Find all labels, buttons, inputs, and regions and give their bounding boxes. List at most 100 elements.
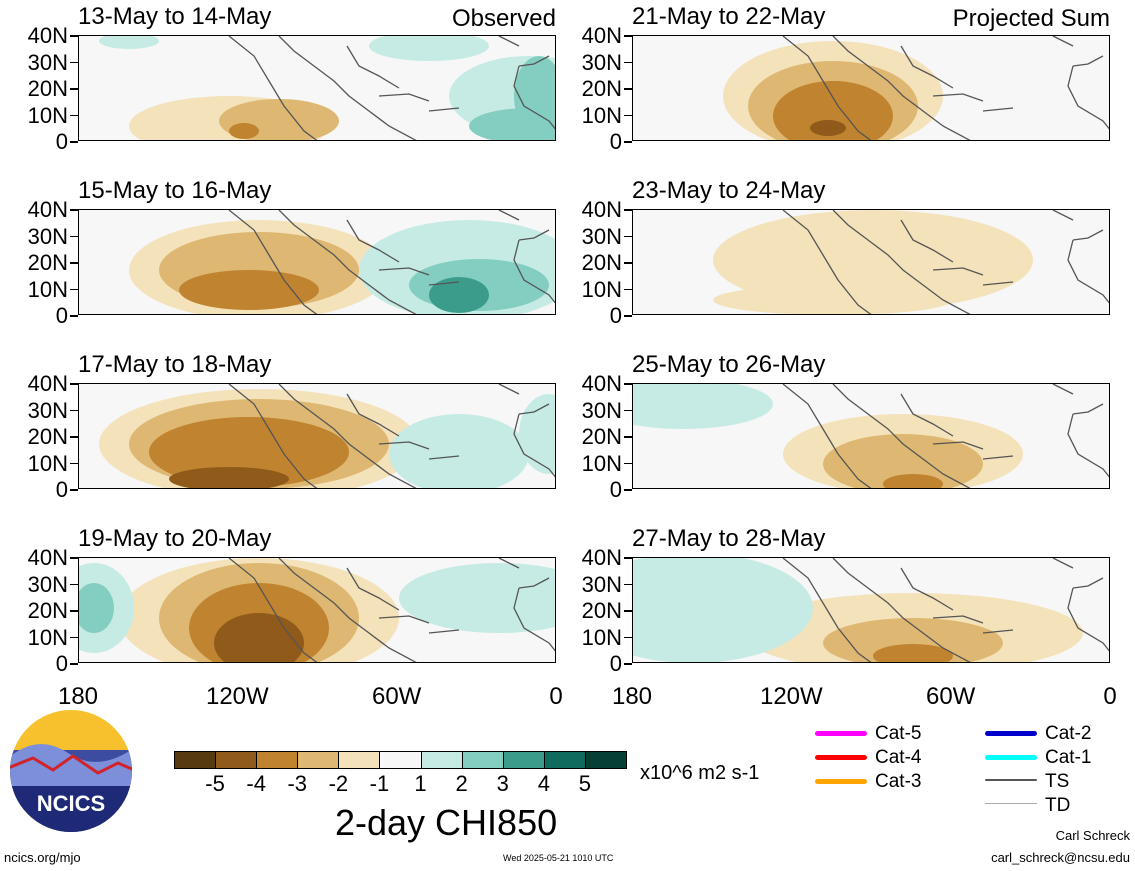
map-panel [78,557,556,663]
colorbar-units: x10^6 m2 s-1 [640,762,760,784]
y-tick [70,383,78,385]
y-tick [624,462,632,464]
y-tick-label: 10N [27,276,68,302]
y-tick-label: 0 [55,651,68,676]
y-tick [624,141,632,143]
map-panel [632,557,1110,663]
legend-line-ts [985,779,1037,781]
anomaly-contour [229,123,259,139]
y-tick-label: 10N [27,624,68,650]
y-tick-label: 0 [609,129,622,154]
panel-title: 13-May to 14-May [78,3,272,30]
legend-label: Cat-4 [875,747,922,768]
anomaly-shading [79,558,555,662]
y-tick-label: 10N [581,276,622,302]
coastline [228,36,555,140]
y-tick-label: 30N [581,223,622,249]
coastline [228,558,555,662]
y-tick-label: 20N [27,76,68,101]
legend-line-cat-1 [985,755,1037,760]
colorbar-swatch [174,751,217,769]
legend-label: Cat-5 [875,723,922,744]
colorbar-title: 2-day CHI850 [335,802,558,843]
map-panel [78,209,556,315]
legend-line-cat-5 [815,731,867,736]
y-tick-label: 30N [27,223,68,249]
colorbar-swatch [420,751,463,769]
y-tick [624,88,632,90]
panel-title: 23-May to 24-May [632,177,826,204]
y-tick-label: 30N [27,397,68,423]
anomaly-contour [79,583,114,633]
colorbar-swatch [461,751,504,769]
legend-line-cat-4 [815,755,867,760]
colorbar-label: 1 [414,771,427,796]
legend-label: TS [1045,771,1070,792]
coastline [228,384,555,488]
x-tick-label: 60W [925,683,976,710]
y-tick-label: 0 [609,477,622,502]
map-panel [78,35,556,141]
y-tick-label: 10N [27,102,68,128]
anomaly-shading [129,210,555,314]
anomaly-contour [519,394,555,474]
panel-title: 15-May to 16-May [78,177,272,204]
y-tick [624,383,632,385]
y-tick-label: 20N [581,250,622,275]
y-tick [624,114,632,116]
panel-title: 25-May to 26-May [632,351,826,378]
y-tick-label: 30N [581,571,622,597]
anomaly-shading [99,384,555,488]
map-panel [78,383,556,489]
y-tick-label: 20N [27,598,68,623]
x-tick-label: 60W [371,683,422,710]
coastline [782,36,1109,140]
y-tick [624,315,632,317]
y-tick [624,262,632,264]
y-tick-label: 20N [581,424,622,449]
ncics-logo: NCICS [10,710,132,832]
y-tick-label: 40N [581,545,622,570]
y-tick-label: 40N [27,371,68,396]
map-panel [632,209,1110,315]
y-tick [624,288,632,290]
y-tick-label: 10N [581,624,622,650]
footer-author: Carl Schreck [1055,828,1130,843]
y-tick [70,436,78,438]
y-tick-label: 20N [27,424,68,449]
panel-title: 21-May to 22-May [632,3,826,30]
y-tick [624,209,632,211]
y-tick-label: 20N [581,598,622,623]
y-tick-label: 0 [609,651,622,676]
anomaly-contour [823,618,1003,662]
y-tick [70,35,78,37]
colorbar-label: -2 [328,771,349,796]
anomaly-contour [169,467,289,488]
colorbar-label: 5 [578,771,592,796]
anomaly-shading [99,36,555,140]
colorbar-label: 2 [455,771,468,796]
colorbar-label: 4 [537,771,550,796]
coastline [228,210,555,314]
anomaly-contour [873,644,953,662]
y-tick [70,610,78,612]
colorbar-swatch [215,751,258,769]
y-tick [70,636,78,638]
y-tick-label: 20N [581,76,622,101]
footer-email: carl_schreck@ncsu.edu [991,850,1130,865]
y-tick-label: 30N [581,397,622,423]
y-tick [70,61,78,63]
y-tick [70,114,78,116]
x-tick-label: 180 [611,683,653,710]
y-tick-label: 40N [27,197,68,222]
x-tick-label: 120W [205,683,269,710]
y-tick [70,557,78,559]
y-tick-label: 10N [581,102,622,128]
legend-line-cat-3 [815,779,867,784]
y-tick-label: 0 [55,129,68,154]
anomaly-contour [514,56,555,136]
colorbar-label: -4 [246,771,266,796]
anomaly-contour [99,36,159,49]
y-tick-label: 10N [27,450,68,476]
y-tick [624,583,632,585]
